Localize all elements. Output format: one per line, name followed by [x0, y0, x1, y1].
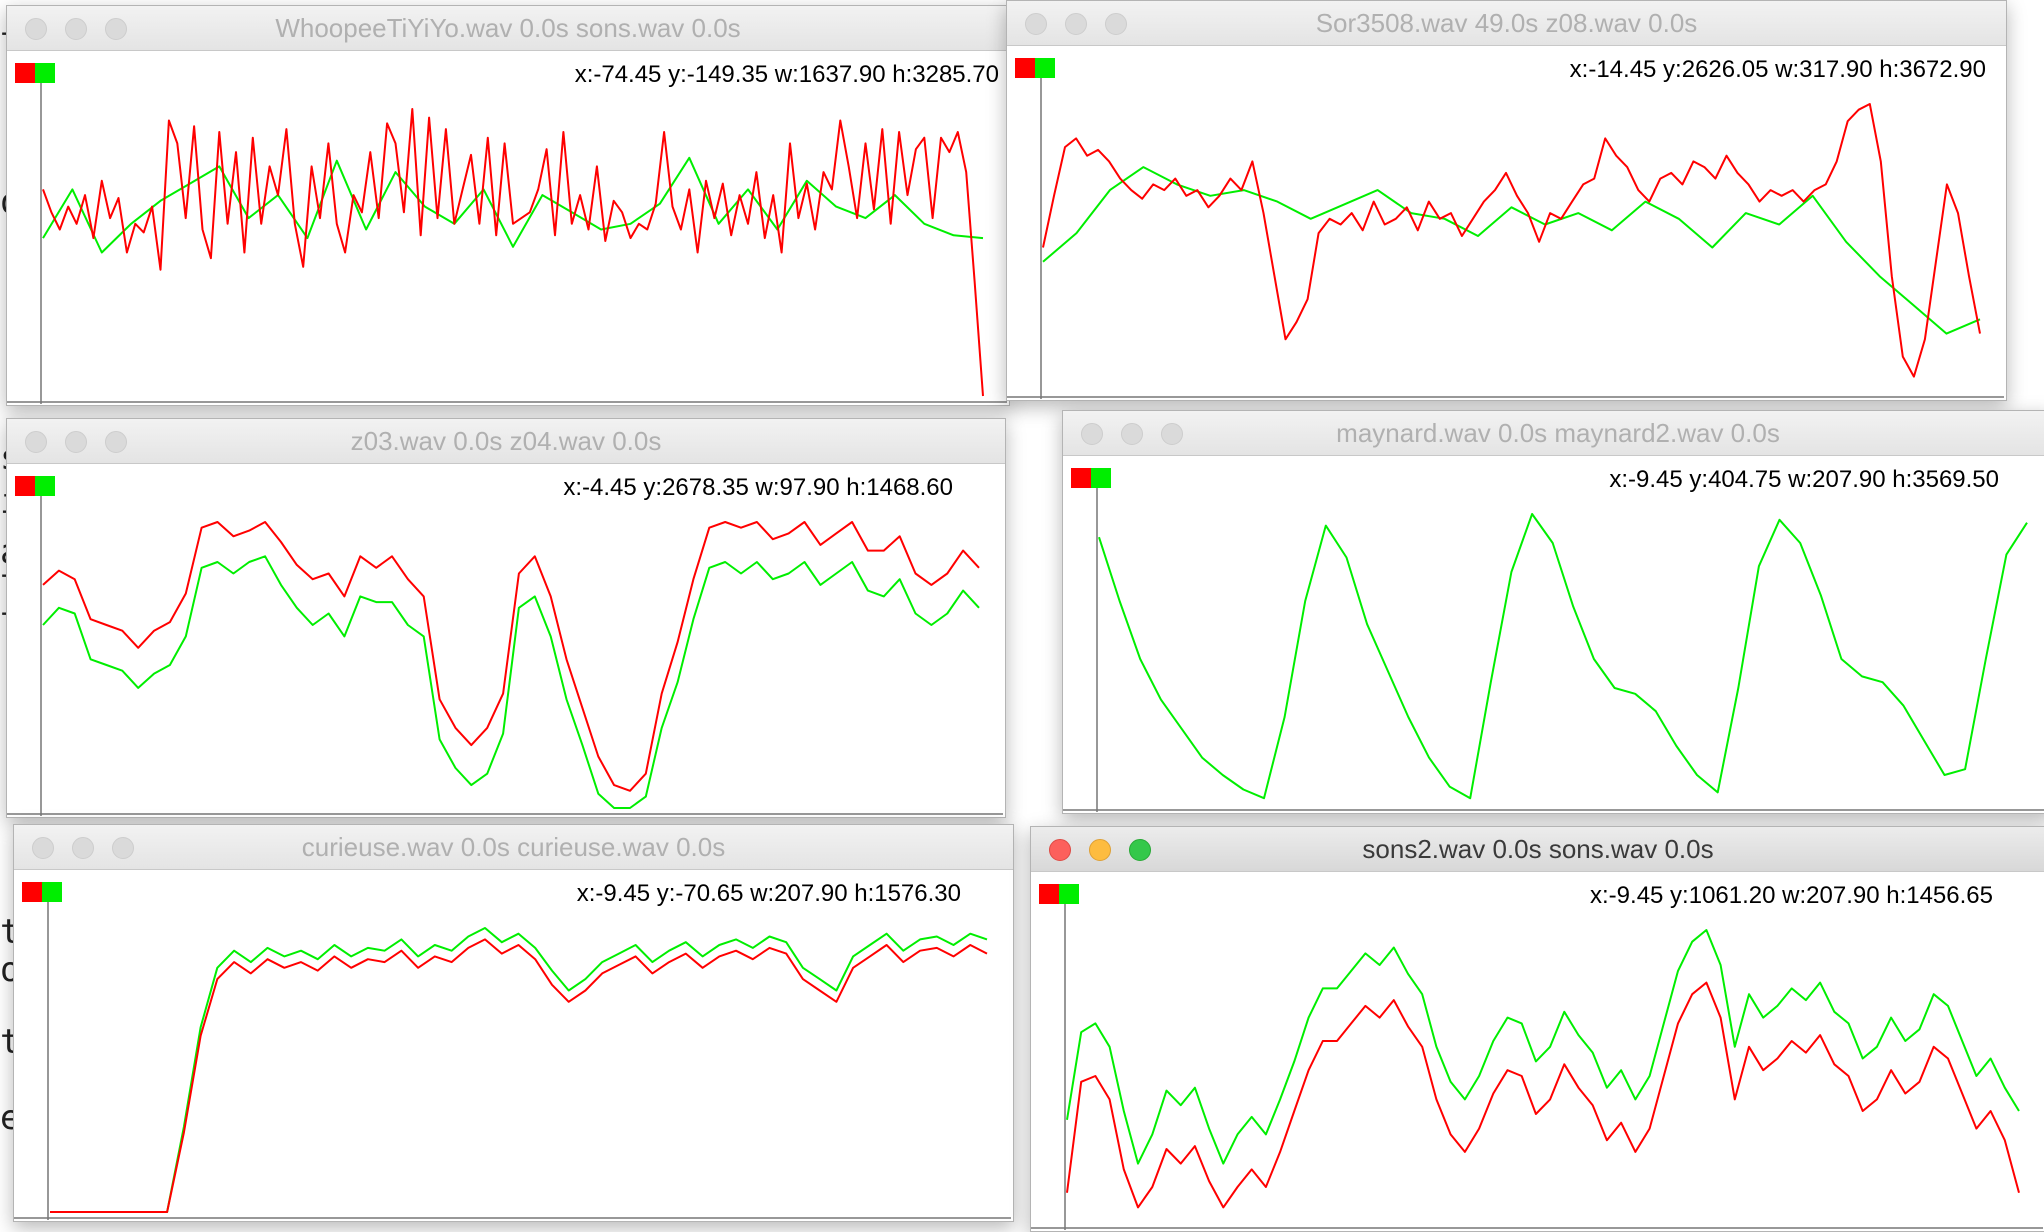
minimize-button[interactable] [72, 837, 94, 859]
coordinates-readout: x:-9.45 y:404.75 w:207.90 h:3569.50 [1609, 466, 1999, 493]
waveform-line-series_b [1098, 513, 2028, 800]
window-titlebar[interactable]: Sor3508.wav 49.0s z08.wav 0.0s [1007, 1, 2006, 46]
minimize-button[interactable] [1065, 13, 1087, 35]
window-title: curieuse.wav 0.0s curieuse.wav 0.0s [301, 832, 726, 862]
waveform-plot [7, 476, 1003, 816]
waveform-plot [1007, 58, 2004, 399]
waveform-plot [14, 882, 1011, 1220]
coordinates-readout: x:-4.45 y:2678.35 w:97.90 h:1468.60 [563, 474, 953, 501]
plot-area[interactable]: x:-74.45 y:-149.35 w:1637.90 h:3285.70 [7, 51, 1009, 405]
waveform-plot [1031, 884, 2043, 1230]
waveform-line-series_a [50, 938, 988, 1213]
coordinates-readout: x:-9.45 y:-70.65 w:207.90 h:1576.30 [576, 880, 961, 907]
zoom-button[interactable] [1105, 13, 1127, 35]
zoom-button[interactable] [105, 18, 127, 40]
waveform-line-series_b [50, 927, 988, 1213]
legend-swatch-green [35, 63, 55, 83]
legend-swatch-green [1091, 468, 1111, 488]
window-title: sons2.wav 0.0s sons.wav 0.0s [1362, 834, 1714, 864]
plot-window-w3[interactable]: z03.wav 0.0s z04.wav 0.0s x:-4.45 y:2678.… [6, 418, 1006, 818]
waveform-line-series_a [1042, 103, 1981, 378]
window-titlebar[interactable]: sons2.wav 0.0s sons.wav 0.0s [1031, 827, 2044, 872]
legend-swatch-green [42, 882, 62, 902]
plot-area[interactable]: x:-14.45 y:2626.05 w:317.90 h:3672.90 [1007, 46, 2006, 400]
minimize-button[interactable] [65, 431, 87, 453]
waveform-line-series_a [1066, 981, 2020, 1209]
zoom-button[interactable] [1129, 839, 1151, 861]
plot-area[interactable]: x:-4.45 y:2678.35 w:97.90 h:1468.60 [7, 464, 1005, 817]
window-title: Sor3508.wav 49.0s z08.wav 0.0s [1315, 8, 1698, 38]
legend-swatch-green [1035, 58, 1055, 78]
waveform-plot [7, 63, 1007, 404]
minimize-button[interactable] [1089, 839, 1111, 861]
zoom-button[interactable] [112, 837, 134, 859]
plot-window-w1[interactable]: WhoopeeTiYiYo.wav 0.0s sons.wav 0.0s x:-7… [6, 5, 1010, 406]
window-titlebar[interactable]: z03.wav 0.0s z04.wav 0.0s [7, 419, 1005, 464]
plot-window-w5[interactable]: curieuse.wav 0.0s curieuse.wav 0.0s x:-9.… [13, 824, 1014, 1222]
legend-swatch-green [1059, 884, 1079, 904]
window-title: WhoopeeTiYiYo.wav 0.0s sons.wav 0.0s [275, 13, 741, 43]
plot-window-w2[interactable]: Sor3508.wav 49.0s z08.wav 0.0s x:-14.45 y… [1006, 0, 2007, 401]
legend-swatch-red [1015, 58, 1035, 78]
plot-area[interactable]: x:-9.45 y:404.75 w:207.90 h:3569.50 [1063, 456, 2044, 813]
waveform-line-series_a [42, 108, 984, 397]
zoom-button[interactable] [105, 431, 127, 453]
plot-window-w4[interactable]: maynard.wav 0.0s maynard2.wav 0.0s x:-9.4… [1062, 410, 2044, 814]
legend-swatch-green [35, 476, 55, 496]
legend-swatch-red [15, 476, 35, 496]
waveform-line-series_b [1066, 929, 2020, 1165]
close-button[interactable] [25, 18, 47, 40]
waveform-line-series_b [42, 555, 980, 809]
close-button[interactable] [1081, 423, 1103, 445]
window-titlebar[interactable]: WhoopeeTiYiYo.wav 0.0s sons.wav 0.0s [7, 6, 1009, 51]
waveform-line-series_b [42, 156, 984, 254]
window-titlebar[interactable]: curieuse.wav 0.0s curieuse.wav 0.0s [14, 825, 1013, 870]
close-button[interactable] [1025, 13, 1047, 35]
plot-area[interactable]: x:-9.45 y:1061.20 w:207.90 h:1456.65 [1031, 872, 2044, 1231]
minimize-button[interactable] [1121, 423, 1143, 445]
legend-swatch-red [1071, 468, 1091, 488]
close-button[interactable] [1049, 839, 1071, 861]
close-button[interactable] [25, 431, 47, 453]
zoom-button[interactable] [1161, 423, 1183, 445]
coordinates-readout: x:-74.45 y:-149.35 w:1637.90 h:3285.70 [574, 61, 999, 88]
plot-window-w6[interactable]: sons2.wav 0.0s sons.wav 0.0s x:-9.45 y:10… [1030, 826, 2044, 1232]
legend-swatch-red [1039, 884, 1059, 904]
window-title: maynard.wav 0.0s maynard2.wav 0.0s [1336, 418, 1780, 448]
coordinates-readout: x:-9.45 y:1061.20 w:207.90 h:1456.65 [1590, 882, 1993, 909]
waveform-line-series_a [42, 521, 980, 792]
close-button[interactable] [32, 837, 54, 859]
window-title: z03.wav 0.0s z04.wav 0.0s [350, 426, 662, 456]
legend-swatch-red [22, 882, 42, 902]
minimize-button[interactable] [65, 18, 87, 40]
coordinates-readout: x:-14.45 y:2626.05 w:317.90 h:3672.90 [1569, 56, 1986, 83]
waveform-plot [1063, 468, 2044, 812]
plot-area[interactable]: x:-9.45 y:-70.65 w:207.90 h:1576.30 [14, 870, 1013, 1221]
legend-swatch-red [15, 63, 35, 83]
window-titlebar[interactable]: maynard.wav 0.0s maynard2.wav 0.0s [1063, 411, 2044, 456]
